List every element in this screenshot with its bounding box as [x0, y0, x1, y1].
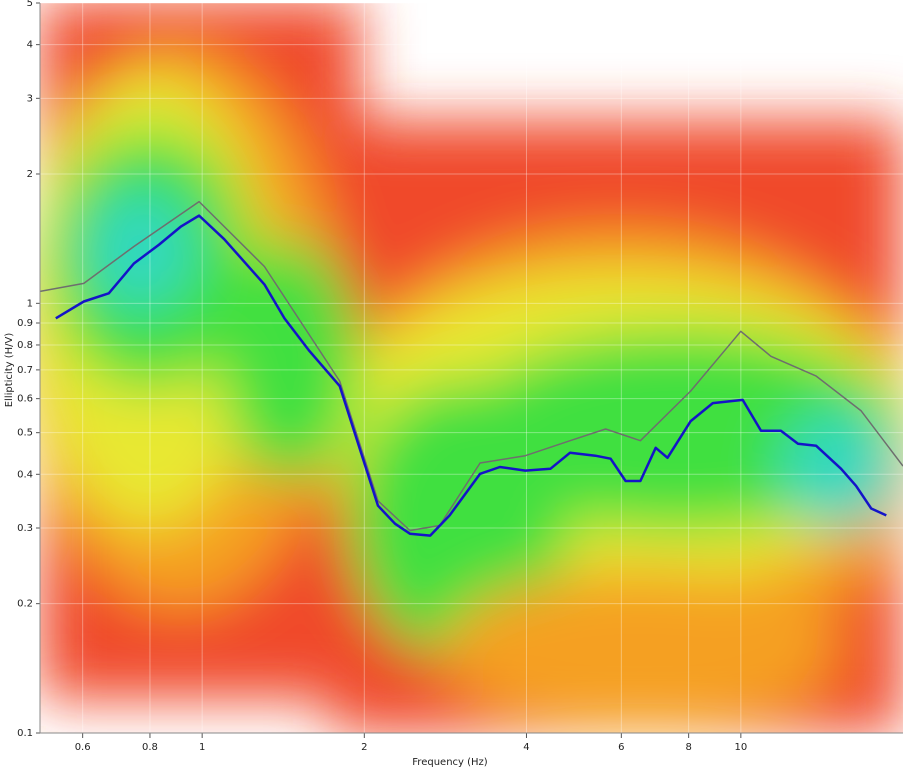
series-line [55, 214, 887, 537]
y-tick-label: 0.2 [17, 599, 33, 610]
y-tick-label: 3 [27, 93, 33, 104]
y-tick-label: 0.9 [17, 318, 33, 329]
y-tick-label: 1 [27, 298, 33, 309]
y-tick-label: 0.7 [17, 365, 33, 376]
x-tick-label: 0.6 [75, 742, 91, 753]
y-tick-label: 0.5 [17, 428, 33, 439]
y-tick-label: 5 [27, 0, 33, 9]
x-tick-label: 1 [199, 742, 205, 753]
y-tick-label: 2 [27, 169, 33, 180]
y-tick-label: 0.6 [17, 394, 33, 405]
grid [40, 2, 903, 734]
lines [40, 200, 903, 537]
x-tick-label: 6 [618, 742, 624, 753]
x-tick-label: 0.8 [142, 742, 158, 753]
x-tick-label: 10 [734, 742, 747, 753]
x-tick-label: 8 [685, 742, 691, 753]
y-tick-label: 0.8 [17, 340, 33, 351]
x-tick-label: 4 [523, 742, 529, 753]
y-tick-label: 0.1 [17, 728, 33, 739]
y-axis-label: Ellipticity (H/V) [4, 333, 15, 408]
y-tick-label: 0.3 [17, 523, 33, 534]
x-tick-label: 2 [361, 742, 367, 753]
series-line [40, 200, 903, 532]
ticks: 0.1 0.2 0.3 0.4 0.5 0.6 0.7 0.8 0.9 1 2 3 4 5 0.6 0.8 1 2… [17, 0, 903, 753]
density-background [40, 3, 903, 733]
y-tick-label: 0.4 [17, 469, 33, 480]
x-axis-label: Frequency (Hz) [412, 757, 488, 768]
y-tick-label: 4 [27, 40, 33, 51]
